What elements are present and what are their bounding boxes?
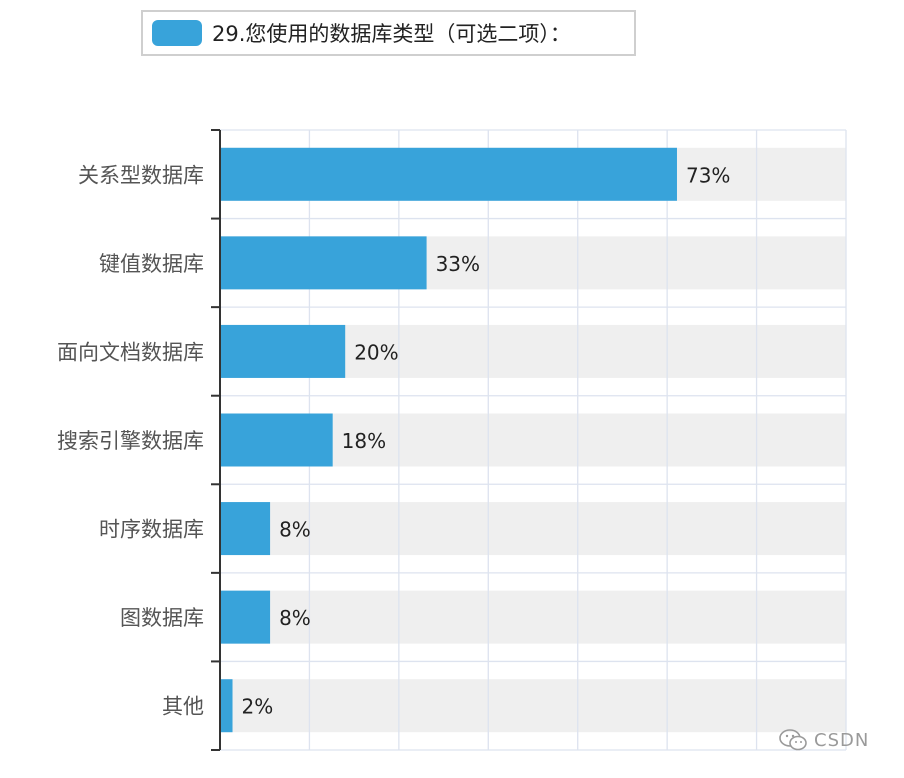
data-label: 2% <box>242 695 274 719</box>
legend[interactable]: 29.您使用的数据库类型（可选二项）： <box>141 10 636 56</box>
category-label: 面向文档数据库 <box>57 340 204 364</box>
data-label: 8% <box>279 518 311 542</box>
bar-group: 73% 关系型数据库 33% 键值数据库 20% 面向文档数据库 18% 搜索引擎数据库 8% 时… <box>57 147 730 733</box>
category-label: 关系型数据库 <box>78 163 204 187</box>
category-label: 搜索引擎数据库 <box>57 429 204 453</box>
bar <box>220 590 271 644</box>
bar-track <box>220 502 846 556</box>
watermark: CSDN <box>778 728 869 752</box>
legend-label: 29.您使用的数据库类型（可选二项）： <box>212 22 571 46</box>
data-label: 20% <box>354 340 398 364</box>
data-label: 33% <box>436 252 480 276</box>
category-label: 图数据库 <box>120 606 204 630</box>
grid-group <box>220 129 847 751</box>
category-label: 时序数据库 <box>99 518 204 542</box>
bar-track <box>220 679 846 733</box>
y-axis <box>211 129 221 751</box>
data-label: 8% <box>279 606 311 630</box>
data-label: 73% <box>686 163 730 187</box>
bar <box>220 413 333 467</box>
wechat-icon <box>779 729 807 751</box>
bar-track <box>220 590 846 644</box>
category-label: 其他 <box>162 695 204 719</box>
bar <box>220 147 677 201</box>
bar <box>220 679 233 733</box>
watermark-text: CSDN <box>814 729 870 751</box>
legend-swatch <box>152 20 202 46</box>
data-label: 18% <box>342 429 386 453</box>
bar <box>220 502 271 556</box>
bar <box>220 324 346 378</box>
category-label: 键值数据库 <box>99 252 204 276</box>
bar <box>220 236 427 290</box>
